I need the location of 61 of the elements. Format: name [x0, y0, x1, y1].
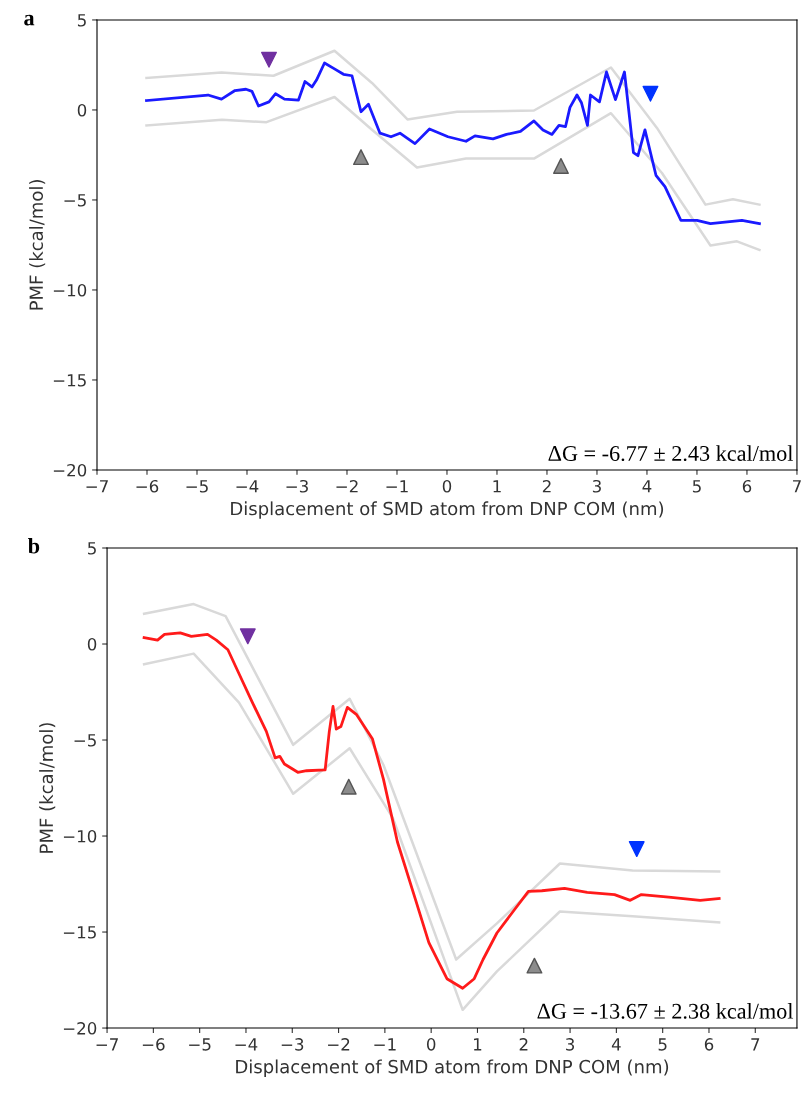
line-series	[145, 95, 761, 252]
x-tick-label: 4	[611, 1038, 621, 1051]
x-tick-label: −5	[186, 480, 208, 493]
x-axis-title: Displacement of SMD atom from DNP COM (nm)	[236, 1059, 669, 1077]
y-tick-label: −15	[63, 926, 96, 939]
x-tick-label: 6	[704, 1038, 714, 1051]
x-tick-label: −4	[235, 1038, 258, 1051]
x-tick-label: 2	[519, 1038, 528, 1051]
x-tick-label: 0	[442, 479, 452, 493]
y-tick-label: −15	[53, 374, 86, 387]
x-tick-label: −7	[96, 1038, 118, 1051]
x-tick-label: 1	[493, 480, 501, 493]
y-tick-label: 0	[77, 103, 87, 117]
y-tick-label: −20	[53, 463, 87, 477]
point	[353, 149, 369, 166]
annotation: ΔG = -13.67 ± 2.38 kcal/mol	[537, 1003, 794, 1019]
y-tick-label: 5	[88, 542, 96, 555]
point	[239, 628, 256, 645]
x-tick-label: 3	[592, 479, 601, 493]
x-tick-label: −4	[236, 480, 259, 493]
annotation: ΔG = -6.77 ± 2.43 kcal/mol	[548, 445, 793, 462]
y-axis-title: PMF (kcal/mol)	[39, 723, 56, 853]
y-tick-label: 5	[77, 14, 86, 27]
line-series	[145, 49, 761, 206]
point	[552, 157, 569, 174]
x-tick-label: −7	[86, 480, 108, 493]
x-tick-label: 6	[742, 479, 752, 493]
chart-title: b	[28, 537, 40, 554]
x-tick-label: −1	[386, 480, 408, 493]
x-tick-label: 0	[426, 1038, 436, 1051]
y-axis-title: PMF (kcal/mol)	[29, 180, 46, 310]
x-tick-label: −3	[286, 479, 308, 493]
y-tick-label: −10	[63, 829, 97, 843]
y-tick-label: 0	[87, 637, 97, 651]
point	[261, 51, 277, 68]
x-tick-label: −6	[136, 479, 159, 493]
y-tick-label: −5	[64, 194, 86, 207]
chart-title: a	[24, 14, 35, 26]
x-tick-label: 7	[793, 480, 801, 493]
y-tick-label: −20	[63, 1022, 97, 1035]
point	[642, 85, 659, 102]
x-tick-label: −3	[281, 1038, 304, 1051]
point	[526, 957, 543, 974]
x-axis-title: Displacement of SMD atom from DNP COM (nm)	[231, 501, 664, 519]
line-series	[145, 61, 761, 226]
x-tick-label: −2	[336, 479, 358, 493]
point	[628, 841, 645, 858]
y-tick-label: −10	[53, 283, 87, 297]
x-tick-label: 5	[692, 480, 701, 493]
x-tick-label: 4	[642, 480, 652, 493]
point	[340, 778, 357, 795]
x-tick-label: −6	[142, 1038, 165, 1051]
x-tick-label: −5	[189, 1038, 211, 1051]
x-tick-label: 7	[751, 1038, 760, 1051]
x-tick-label: 5	[658, 1038, 667, 1051]
x-tick-label: 3	[566, 1038, 575, 1051]
y-tick-label: −5	[74, 734, 96, 747]
x-tick-label: −1	[374, 1038, 396, 1051]
x-tick-label: −2	[328, 1038, 350, 1051]
x-tick-label: 1	[474, 1038, 482, 1051]
x-tick-label: 2	[542, 479, 551, 493]
